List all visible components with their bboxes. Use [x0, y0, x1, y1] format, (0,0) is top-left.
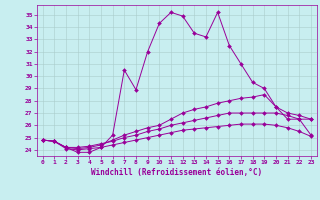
- X-axis label: Windchill (Refroidissement éolien,°C): Windchill (Refroidissement éolien,°C): [91, 168, 262, 177]
